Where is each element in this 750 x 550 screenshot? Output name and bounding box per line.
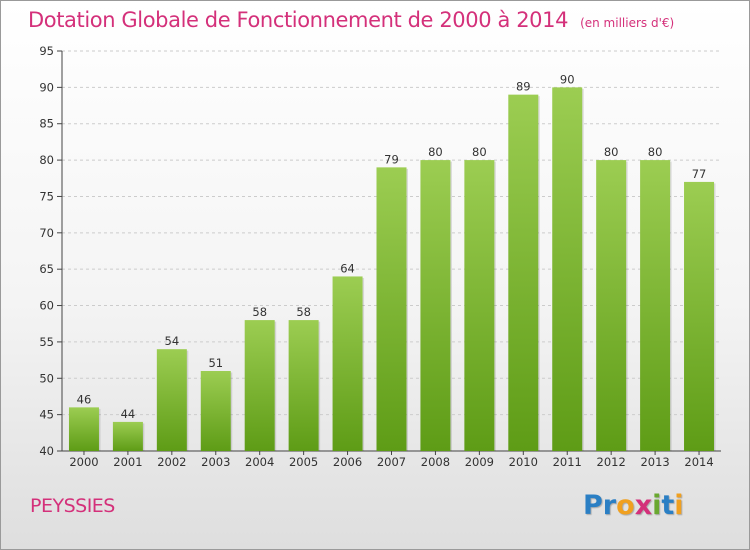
x-tick-label: 2007	[377, 455, 406, 469]
x-tick-label: 2010	[509, 455, 538, 469]
x-tick-label: 2012	[597, 455, 626, 469]
x-tick-label: 2004	[245, 455, 274, 469]
bar-value-label: 44	[121, 407, 136, 421]
bar	[596, 160, 627, 451]
chart-title-text: Dotation Globale de Fonctionnement de 20…	[28, 8, 569, 32]
x-tick-label: 2013	[640, 455, 669, 469]
bar	[156, 349, 187, 451]
commune-name: PEYSSIES	[30, 495, 115, 517]
chart-title: Dotation Globale de Fonctionnement de 20…	[28, 8, 674, 32]
y-tick-label: 40	[39, 444, 54, 458]
logo-letter: x	[634, 490, 653, 521]
bar	[420, 160, 451, 451]
bar	[112, 421, 143, 451]
bar	[464, 160, 495, 451]
data-labels: 46 44 54 51 58 58 64 79 80 80 89 90 80 80 77	[77, 72, 707, 421]
bar-value-label: 80	[648, 145, 663, 159]
bar	[376, 167, 407, 451]
bar	[244, 320, 275, 451]
y-tick-label: 70	[39, 226, 54, 240]
bar	[68, 407, 99, 451]
y-tick-label: 60	[39, 299, 54, 313]
y-tick-label: 80	[39, 153, 54, 167]
bar-value-label: 58	[252, 305, 267, 319]
axes: 40 45 50 55 60 65 70 75 80 85 90 95 2000 2001 2002 2003…	[39, 44, 721, 469]
bar	[552, 87, 583, 451]
bar	[684, 181, 715, 451]
bar-value-label: 79	[384, 152, 399, 166]
x-tick-label: 2008	[421, 455, 450, 469]
bar-value-label: 80	[472, 145, 487, 159]
bar-value-label: 90	[560, 72, 575, 86]
y-tick-label: 50	[39, 371, 54, 385]
x-tick-label: 2014	[684, 455, 713, 469]
bar-value-label: 46	[77, 392, 92, 406]
bar-value-label: 51	[208, 356, 223, 370]
bar-value-label: 58	[296, 305, 311, 319]
logo-letter: o	[616, 490, 635, 521]
logo-letter: r	[602, 490, 617, 521]
logo-letter: i	[674, 490, 684, 521]
logo-letter: i	[652, 490, 662, 521]
logo-letter: P	[583, 490, 603, 521]
bar	[508, 94, 539, 452]
x-tick-label: 2003	[201, 455, 230, 469]
proxiti-logo: Proxiti	[583, 490, 684, 521]
bar-value-label: 89	[516, 80, 531, 94]
bar-value-label: 80	[428, 145, 443, 159]
bar-value-label: 77	[692, 167, 707, 181]
bar	[332, 276, 363, 451]
x-tick-label: 2011	[553, 455, 582, 469]
bar	[200, 371, 231, 451]
bar	[288, 320, 319, 451]
bar-value-label: 64	[340, 261, 355, 275]
x-tick-label: 2001	[113, 455, 142, 469]
y-tick-label: 90	[39, 80, 54, 94]
bar-value-label: 54	[165, 334, 180, 348]
x-tick-label: 2005	[289, 455, 318, 469]
x-tick-label: 2000	[69, 455, 98, 469]
y-tick-label: 55	[39, 335, 54, 349]
bar-value-label: 80	[604, 145, 619, 159]
y-tick-label: 75	[39, 189, 54, 203]
y-tick-label: 65	[39, 262, 54, 276]
logo-letter: t	[661, 490, 675, 521]
y-tick-label: 95	[39, 44, 54, 58]
chart-unit-label: (en milliers d'€)	[580, 16, 675, 30]
x-tick-label: 2002	[157, 455, 186, 469]
bar	[640, 160, 671, 451]
x-tick-label: 2009	[465, 455, 494, 469]
y-tick-label: 45	[39, 408, 54, 422]
x-tick-label: 2006	[333, 455, 362, 469]
y-tick-label: 85	[39, 117, 54, 131]
bars	[68, 87, 716, 452]
